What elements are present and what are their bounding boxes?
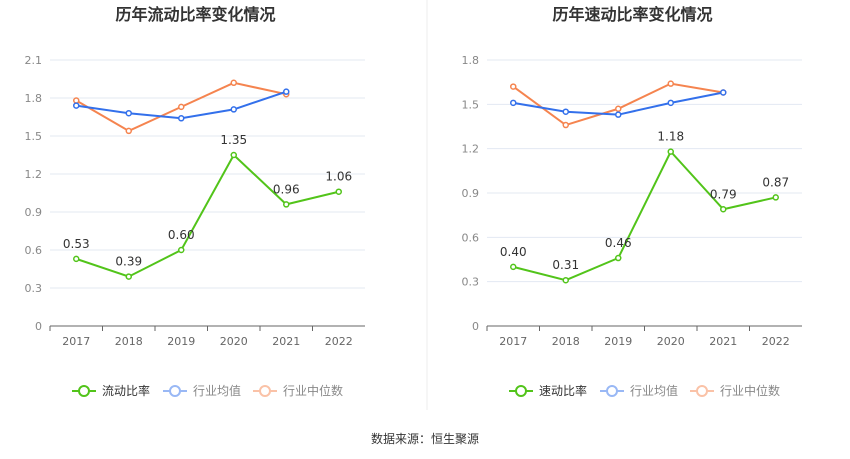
data-point [178,115,185,122]
data-point [667,80,674,87]
legend-marker-icon [515,385,527,397]
data-point [667,148,674,155]
legend-marker-icon [78,385,90,397]
data-label: 0.40 [500,245,527,259]
y-tick-label: 0 [472,320,479,333]
data-point [230,79,237,87]
chart-1: 历年速动比率变化情况 0 0.3 0.6 0.9 1.2 1.5 1.8 2017 2018 201… [462,5,802,398]
y-tick-label: 0 [35,320,42,333]
data-point [720,206,727,213]
data-label: 0.87 [762,175,789,189]
y-tick-label: 1.2 [462,143,480,156]
legend-item[interactable]: 行业均值 [163,383,241,398]
data-point [335,188,342,195]
y-tick-label: 2.1 [25,54,43,67]
data-label: 0.31 [552,258,579,272]
data-point [283,88,290,95]
series-line [513,149,776,282]
data-label: 0.53 [63,237,90,251]
legend-item[interactable]: 行业均值 [600,383,678,398]
data-label: 0.96 [273,182,300,196]
data-point [230,106,237,113]
data-point [562,276,569,284]
y-tick-label: 0.6 [462,231,480,244]
data-point [73,102,80,109]
data-point [720,89,727,96]
x-tick-label: 2020 [657,335,685,348]
data-point [510,99,517,107]
data-label: 0.79 [710,187,737,201]
data-point [73,255,80,263]
data-label: 1.06 [325,170,352,184]
data-label: 0.60 [168,228,195,242]
x-tick-label: 2019 [167,335,195,348]
x-tick-label: 2020 [220,335,248,348]
data-point [73,97,80,104]
x-tick-label: 2021 [709,335,737,348]
x-tick-label: 2018 [115,335,143,348]
y-tick-label: 0.3 [462,276,480,289]
legend-item[interactable]: 速动比率 [509,383,587,398]
y-tick-label: 0.3 [25,282,43,295]
y-tick-label: 1.2 [25,168,43,181]
data-point [178,246,185,254]
chart-title: 历年速动比率变化情况 [552,5,712,24]
x-tick-label: 2017 [62,335,90,348]
legend-item[interactable]: 行业中位数 [690,383,780,398]
data-label: 0.46 [605,236,632,250]
data-point [562,108,569,115]
data-point [772,194,779,201]
data-point [615,105,622,113]
data-point [510,83,517,90]
legend-label: 速动比率 [539,383,587,398]
data-point [510,263,517,271]
y-tick-label: 0.6 [25,244,43,257]
legend-marker-icon [259,385,271,397]
legend-marker-icon [606,385,618,397]
x-tick-label: 2019 [604,335,632,348]
source-footer: 数据来源：恒生聚源 [370,432,479,446]
y-tick-label: 0.9 [25,206,43,219]
data-point [562,121,569,129]
legend-label: 行业中位数 [283,383,343,398]
data-point [283,201,290,208]
chart-0: 历年流动比率变化情况 0 0.3 0.6 0.9 1.2 1.5 1.8 2.1 2017 2018… [25,5,365,398]
y-tick-label: 1.8 [25,92,43,105]
y-tick-label: 1.5 [25,130,43,143]
data-point [125,109,132,117]
data-point [125,273,132,280]
data-label: 0.39 [115,255,142,269]
y-tick-label: 0.9 [462,187,480,200]
data-point [615,254,622,262]
legend-label: 行业均值 [630,383,678,398]
data-point [667,99,674,107]
series-line [75,153,339,278]
legend-item[interactable]: 行业中位数 [253,383,343,398]
data-point [230,151,237,159]
data-point [178,103,185,111]
legend-item[interactable]: 流动比率 [72,383,150,398]
y-tick-label: 1.8 [462,54,480,67]
legend-label: 行业中位数 [720,383,780,398]
data-label: 1.18 [657,130,684,144]
data-point [615,111,622,118]
x-tick-label: 2021 [272,335,300,348]
x-tick-label: 2022 [762,335,790,348]
x-tick-label: 2017 [499,335,527,348]
legend-marker-icon [169,385,181,397]
legend-label: 流动比率 [102,383,150,398]
chart-title: 历年流动比率变化情况 [115,5,275,24]
data-label: 1.35 [220,133,247,147]
legend-label: 行业均值 [193,383,241,398]
x-tick-label: 2022 [325,335,353,348]
x-tick-label: 2018 [552,335,580,348]
legend-marker-icon [696,385,708,397]
y-tick-label: 1.5 [462,98,480,111]
data-point [125,127,132,135]
